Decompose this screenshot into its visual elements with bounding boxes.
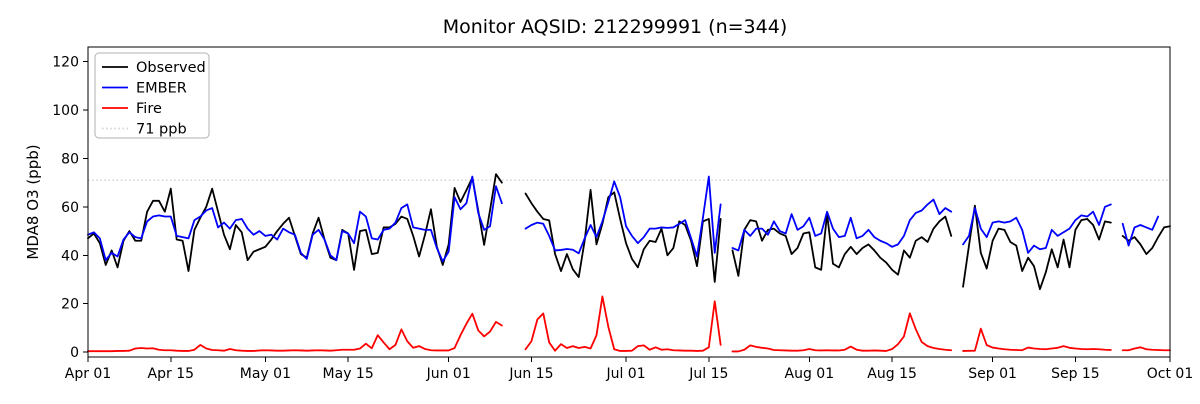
y-tick-label: 20: [61, 297, 79, 313]
x-tick-label: Aug 01: [785, 366, 835, 382]
x-tick-label: Apr 15: [148, 366, 194, 382]
ember-line: [1121, 215, 1160, 247]
observed-line: [962, 204, 1112, 291]
legend-item-label: Observed: [136, 60, 206, 76]
x-tick-label: Sep 15: [1051, 366, 1100, 382]
legend-item-label: Fire: [136, 101, 162, 117]
y-axis-label: MDA8 O3 (ppb): [24, 144, 42, 259]
ember-line: [524, 175, 722, 258]
fire-line: [962, 327, 1112, 352]
x-tick-label: Jun 01: [426, 366, 471, 382]
plot-area: 0 20 40 60 80 100 120 Apr 01 Apr 15 May 01 May 15 J…: [52, 46, 1193, 382]
y-tick-label: 80: [61, 151, 79, 167]
legend: Observed EMBER Fire 71 ppb: [94, 52, 210, 139]
x-tick-label: Jun 15: [508, 366, 553, 382]
x-tick-label: May 15: [323, 366, 374, 382]
y-tick-label: 100: [52, 103, 79, 119]
legend-item-label: 71 ppb: [136, 122, 187, 138]
fire-line: [731, 312, 953, 353]
fire-line: [1121, 346, 1171, 352]
fire-line: [87, 312, 503, 353]
observed-line: [524, 188, 722, 283]
chart-title: Monitor AQSID: 212299991 (n=344): [443, 16, 788, 38]
x-tick-label: May 01: [240, 366, 291, 382]
ember-line: [87, 175, 503, 263]
y-tick-label: 120: [52, 55, 79, 71]
y-tick-label: 60: [61, 200, 79, 216]
y-tick-label: 0: [70, 345, 79, 361]
plot-border: [87, 46, 1171, 358]
ember-line: [731, 198, 953, 252]
x-tick-label: Apr 01: [65, 366, 111, 382]
legend-item-label: EMBER: [136, 81, 187, 97]
x-tick-label: Aug 15: [867, 366, 917, 382]
legend-box: [94, 52, 210, 139]
x-tick-label: Jul 15: [688, 366, 728, 382]
x-tick-label: Jul 01: [605, 366, 645, 382]
x-tick-label: Oct 01: [1147, 366, 1193, 382]
y-tick-label: 40: [61, 248, 79, 264]
x-tick-label: Sep 01: [968, 366, 1017, 382]
observed-line: [731, 213, 953, 277]
ember-line: [962, 203, 1112, 254]
fire-line: [524, 295, 722, 352]
